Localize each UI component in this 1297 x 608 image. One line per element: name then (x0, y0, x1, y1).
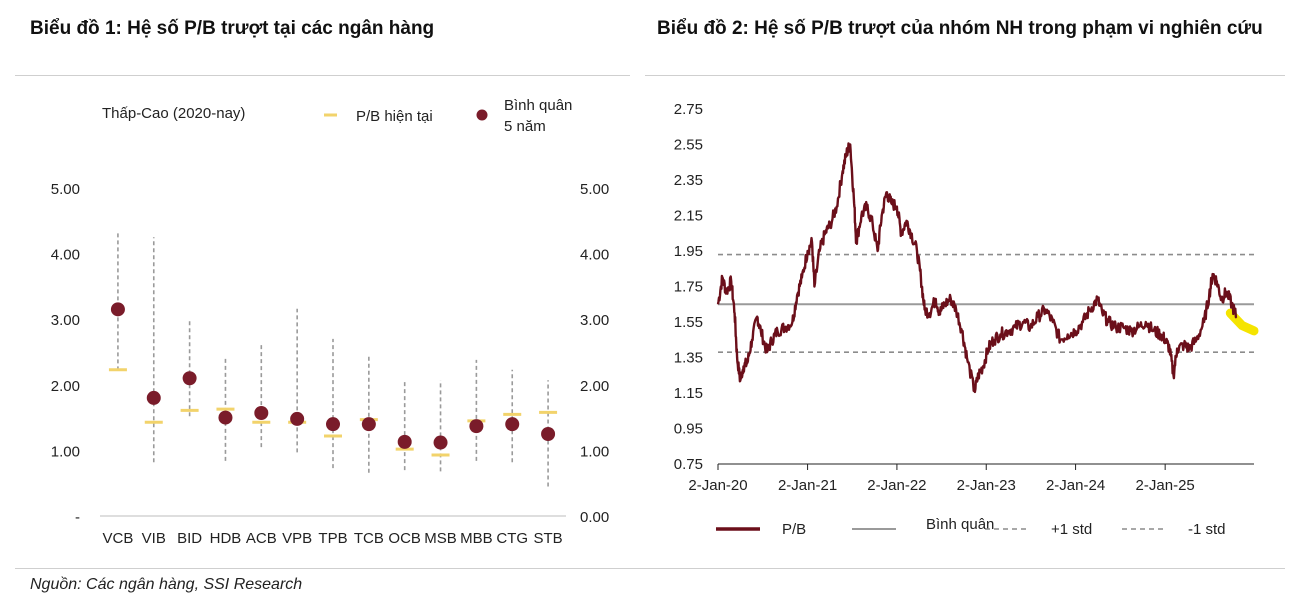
y-tick: 0.75 (674, 456, 703, 473)
y-tick: 1.35 (674, 350, 703, 367)
category-label: MSB (424, 530, 457, 547)
chart2-title: Biểu đồ 2: Hệ số P/B trượt của nhóm NH t… (657, 18, 1263, 39)
chart2-pb-group: 0.75 0.95 1.15 1.35 1.55 1.75 1.95 2.15 2.35 2.55… (674, 101, 1259, 538)
y-tick: 1.55 (674, 314, 703, 331)
average-pb-dot (541, 427, 556, 441)
category-label: BID (177, 530, 202, 547)
legend-label: P/B (782, 521, 806, 538)
y-tick: 2.35 (674, 172, 703, 189)
y-tick: 1.95 (674, 243, 703, 260)
category-label: TCB (354, 530, 384, 547)
y-tick-left: 4.00 (51, 247, 80, 264)
chart2-top-rule (645, 75, 1285, 76)
y-tick-right: 4.00 (580, 247, 609, 264)
y-tick-right: 0.00 (580, 509, 609, 526)
y-tick: 0.95 (674, 421, 703, 438)
legend-average-marker (476, 109, 488, 121)
range-legend-label: Thấp-Cao (2020-nay) (102, 105, 245, 122)
chart1-marks (108, 230, 558, 487)
category-label: MBB (460, 530, 493, 547)
chart1-category-labels: VCB VIB BID HDB ACB VPB TPB TCB OCB MSB MBB CTG STB (103, 530, 563, 547)
average-pb-dot (326, 417, 340, 432)
y-tick-left: 1.00 (51, 443, 80, 460)
pb-series-line (716, 142, 1238, 394)
x-tick-label: 2-Jan-22 (867, 477, 926, 494)
chart1-pb-by-bank: Thấp-Cao (2020-nay) P/B hiện tại Bình qu… (51, 97, 609, 547)
chart1-title: Biểu đồ 1: Hệ số P/B trượt tại các ngân … (30, 18, 435, 39)
y-tick: 1.15 (674, 385, 703, 402)
chart2-reference-lines (718, 253, 1254, 353)
y-tick-left: 3.00 (51, 312, 80, 329)
average-pb-dot (254, 406, 269, 421)
average-pb-dot (397, 434, 412, 449)
average-pb-dot (218, 410, 233, 425)
average-pb-dot (469, 419, 484, 434)
legend-label: -1 std (1188, 521, 1226, 538)
average-pb-dot (110, 302, 125, 317)
category-label: ACB (246, 530, 277, 547)
chart1-axis-ticks: - 1.00 2.00 3.00 4.00 5.00 0.00 1.00 2.00 3.00 4.0… (51, 181, 609, 526)
category-label: VCB (103, 530, 134, 547)
chart2-y-ticks: 0.75 0.95 1.15 1.35 1.55 1.75 1.95 2.15 2.35 2.55… (674, 101, 703, 473)
x-tick-label: 2-Jan-24 (1046, 477, 1105, 494)
x-tick-label: 2-Jan-23 (957, 477, 1016, 494)
average-pb-dot (505, 417, 520, 432)
legend-average-label: Bình quân 5 năm (504, 97, 572, 135)
chart2-x-ticks: 2-Jan-20 2-Jan-21 2-Jan-22 2-Jan-23 2-Jan-24… (688, 464, 1195, 494)
category-label: VIB (142, 530, 166, 547)
x-tick-label: 2-Jan-21 (778, 477, 837, 494)
chart2-legend: P/B Bình quân +1 std -1 std (716, 516, 1226, 538)
y-tick-right: 1.00 (580, 443, 609, 460)
category-label: VPB (282, 530, 312, 547)
source-note: Nguồn: Các ngân hàng, SSI Research (30, 576, 303, 593)
y-tick: 2.15 (674, 208, 703, 225)
average-pb-dot (182, 371, 197, 386)
y-tick: 2.75 (674, 101, 703, 118)
y-tick-left: - (75, 509, 80, 526)
category-label: HDB (210, 530, 242, 547)
average-pb-dot (146, 390, 161, 405)
y-tick-right: 2.00 (580, 378, 609, 395)
category-label: STB (533, 530, 562, 547)
category-label: OCB (388, 530, 421, 547)
average-pb-dot (433, 435, 448, 450)
legend-label: +1 std (1051, 521, 1092, 538)
average-pb-dot (361, 417, 376, 432)
y-tick-right: 5.00 (580, 181, 609, 198)
average-pb-dot (290, 411, 305, 426)
legend-label: Bình quân (926, 516, 994, 533)
category-label: CTG (496, 530, 528, 547)
y-tick-left: 2.00 (51, 378, 80, 395)
category-label: TPB (318, 530, 347, 547)
y-tick: 2.55 (674, 137, 703, 154)
x-tick-label: 2-Jan-25 (1136, 477, 1195, 494)
x-tick-label: 2-Jan-20 (688, 477, 747, 494)
highlight-recent (1225, 308, 1259, 336)
legend-current-label: P/B hiện tại (356, 108, 433, 125)
y-tick-left: 5.00 (51, 181, 80, 198)
bottom-rule (15, 568, 1285, 569)
y-tick: 1.75 (674, 279, 703, 296)
y-tick-right: 3.00 (580, 312, 609, 329)
chart1-top-rule (15, 75, 630, 76)
